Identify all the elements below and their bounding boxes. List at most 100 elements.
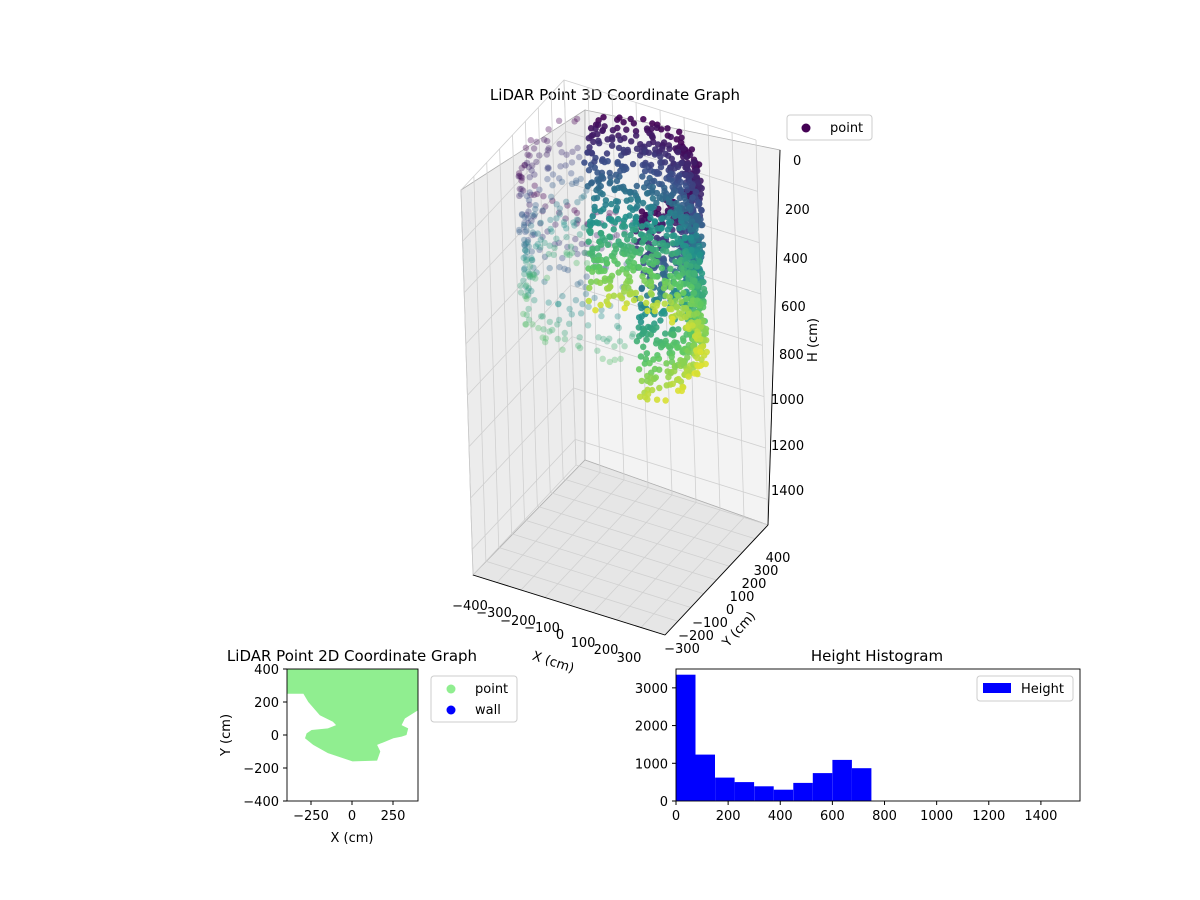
point-marker bbox=[525, 291, 532, 299]
chart-2d-legend-label: wall bbox=[475, 703, 501, 718]
grid-line bbox=[468, 336, 765, 447]
point-marker bbox=[556, 264, 563, 271]
chart-3d-x-tick: 300 bbox=[617, 651, 642, 666]
point-marker bbox=[527, 272, 534, 279]
grid-line bbox=[498, 547, 691, 608]
point-marker bbox=[655, 170, 663, 177]
chart-3d-legend: point bbox=[786, 114, 873, 141]
point-marker bbox=[603, 338, 611, 345]
point-marker bbox=[556, 140, 563, 148]
point-marker bbox=[588, 179, 596, 186]
point-marker bbox=[559, 254, 566, 262]
point-marker bbox=[534, 240, 541, 248]
point-marker bbox=[527, 137, 534, 144]
chart-3d-y-tick: −200 bbox=[678, 629, 714, 644]
point-marker bbox=[626, 189, 634, 196]
point-marker bbox=[687, 171, 694, 179]
point-marker bbox=[522, 321, 530, 328]
point-marker bbox=[680, 224, 687, 231]
point-marker bbox=[612, 198, 620, 205]
chart-3d-x-tick: −200 bbox=[500, 614, 536, 629]
point-marker bbox=[529, 162, 536, 169]
point-marker bbox=[517, 289, 525, 296]
point-marker bbox=[666, 294, 673, 301]
chart-3d-z-tick: 400 bbox=[783, 252, 808, 267]
point-marker bbox=[649, 204, 656, 212]
grid-line bbox=[512, 134, 525, 521]
point-marker bbox=[549, 171, 557, 178]
point-marker bbox=[541, 278, 548, 285]
point-marker bbox=[525, 316, 533, 323]
chart-2d-x-tick: −250 bbox=[293, 809, 329, 824]
point-marker bbox=[662, 330, 669, 337]
point-marker bbox=[620, 119, 627, 126]
point-marker bbox=[563, 233, 570, 241]
histogram-x-tick: 0 bbox=[672, 809, 680, 824]
point-marker bbox=[606, 335, 613, 342]
point-marker bbox=[664, 125, 671, 132]
point-marker bbox=[680, 384, 687, 391]
histogram-x-tick: 800 bbox=[872, 809, 897, 824]
point-marker bbox=[517, 282, 524, 289]
point-marker bbox=[550, 251, 557, 258]
point-marker bbox=[647, 209, 654, 216]
chart-3d-y-tick: 300 bbox=[754, 564, 779, 579]
point-marker bbox=[697, 183, 704, 191]
point-marker bbox=[677, 279, 684, 287]
point-marker bbox=[669, 315, 676, 323]
point-marker bbox=[652, 374, 659, 381]
point-marker bbox=[633, 145, 641, 152]
point-marker bbox=[656, 366, 663, 373]
point-marker bbox=[631, 237, 638, 244]
point-marker bbox=[667, 284, 674, 291]
point-marker bbox=[568, 249, 576, 256]
point-marker bbox=[544, 164, 552, 171]
point-marker bbox=[594, 121, 602, 128]
point-marker bbox=[585, 238, 592, 245]
point-marker bbox=[544, 165, 551, 172]
point-marker bbox=[569, 148, 576, 155]
point-marker bbox=[543, 151, 551, 158]
point-marker bbox=[698, 206, 705, 214]
point-marker bbox=[523, 211, 530, 218]
point-marker bbox=[531, 171, 538, 178]
point-marker bbox=[620, 221, 627, 228]
point-marker bbox=[531, 271, 538, 279]
point-marker bbox=[525, 268, 532, 276]
point-marker bbox=[518, 211, 526, 218]
point-marker bbox=[573, 216, 581, 223]
point-marker bbox=[699, 343, 707, 350]
point-marker bbox=[632, 289, 640, 297]
point-marker bbox=[532, 205, 539, 213]
point-marker bbox=[697, 300, 704, 308]
point-marker bbox=[616, 338, 624, 345]
chart-2d-point-region bbox=[287, 669, 418, 762]
point-marker bbox=[520, 310, 527, 318]
point-marker bbox=[546, 318, 553, 326]
point-marker bbox=[553, 215, 560, 222]
point-marker bbox=[526, 273, 533, 281]
point-marker bbox=[695, 331, 702, 338]
point-marker bbox=[541, 239, 548, 246]
grid-line bbox=[524, 519, 717, 581]
point-marker bbox=[645, 149, 652, 156]
point-marker bbox=[523, 192, 531, 200]
grid-line bbox=[460, 189, 474, 576]
point-marker bbox=[528, 256, 535, 264]
point-marker bbox=[653, 199, 660, 207]
point-marker bbox=[521, 162, 528, 169]
point-marker bbox=[571, 222, 578, 229]
point-marker bbox=[608, 200, 615, 208]
point-marker bbox=[617, 355, 624, 363]
point-marker bbox=[694, 179, 701, 186]
point-marker bbox=[526, 272, 533, 279]
point-marker bbox=[547, 216, 554, 224]
grid-line bbox=[460, 79, 757, 191]
point-marker bbox=[574, 199, 581, 206]
chart-3d-point-cloud bbox=[515, 114, 710, 404]
chart-3d-y-axis-line bbox=[664, 524, 769, 636]
point-marker bbox=[637, 295, 644, 302]
point-marker bbox=[520, 254, 527, 261]
chart-3d-z-tick: 1400 bbox=[771, 484, 804, 499]
point-marker bbox=[568, 170, 575, 177]
